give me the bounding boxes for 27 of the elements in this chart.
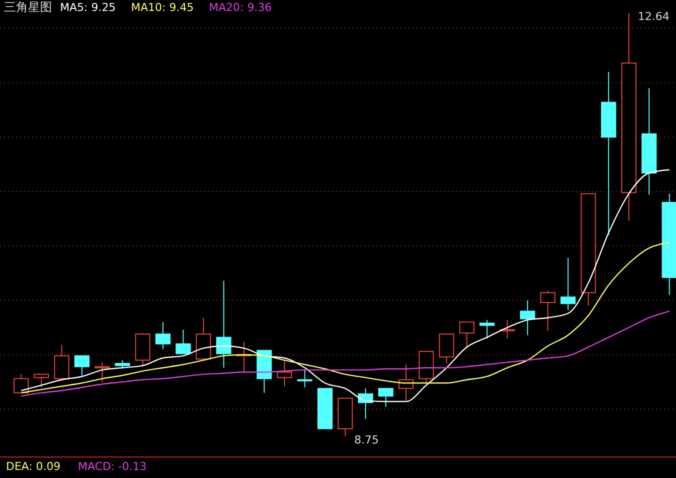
candlestick <box>176 329 191 354</box>
chart-title: 三角星图 <box>4 0 52 14</box>
candlestick <box>398 364 414 401</box>
text: MA10: 9.45 <box>131 1 194 14</box>
candlestick <box>479 319 495 339</box>
text: MA5: 9.25 <box>60 1 116 14</box>
text: DEA: 0.09 <box>6 460 60 473</box>
candlestick <box>34 374 50 388</box>
candlestick <box>540 290 556 332</box>
text: MA20: 9.36 <box>209 1 272 14</box>
annotation: 8.75 <box>354 433 379 446</box>
candlestick <box>14 374 29 394</box>
candlestick <box>74 355 90 376</box>
candlestick <box>216 280 232 368</box>
candlestick <box>459 322 474 349</box>
candlestick <box>297 369 312 388</box>
annotation: 12.64 <box>638 10 670 24</box>
candlestick <box>276 360 292 387</box>
candlestick <box>560 257 576 311</box>
candlestick <box>94 362 110 382</box>
candlestick <box>438 334 454 364</box>
candlestick <box>54 344 70 380</box>
candlestick <box>378 388 394 408</box>
text: MACD: -0.13 <box>78 460 147 473</box>
candlestick <box>520 300 536 336</box>
candlestick <box>500 319 515 339</box>
candlestick <box>155 322 171 350</box>
